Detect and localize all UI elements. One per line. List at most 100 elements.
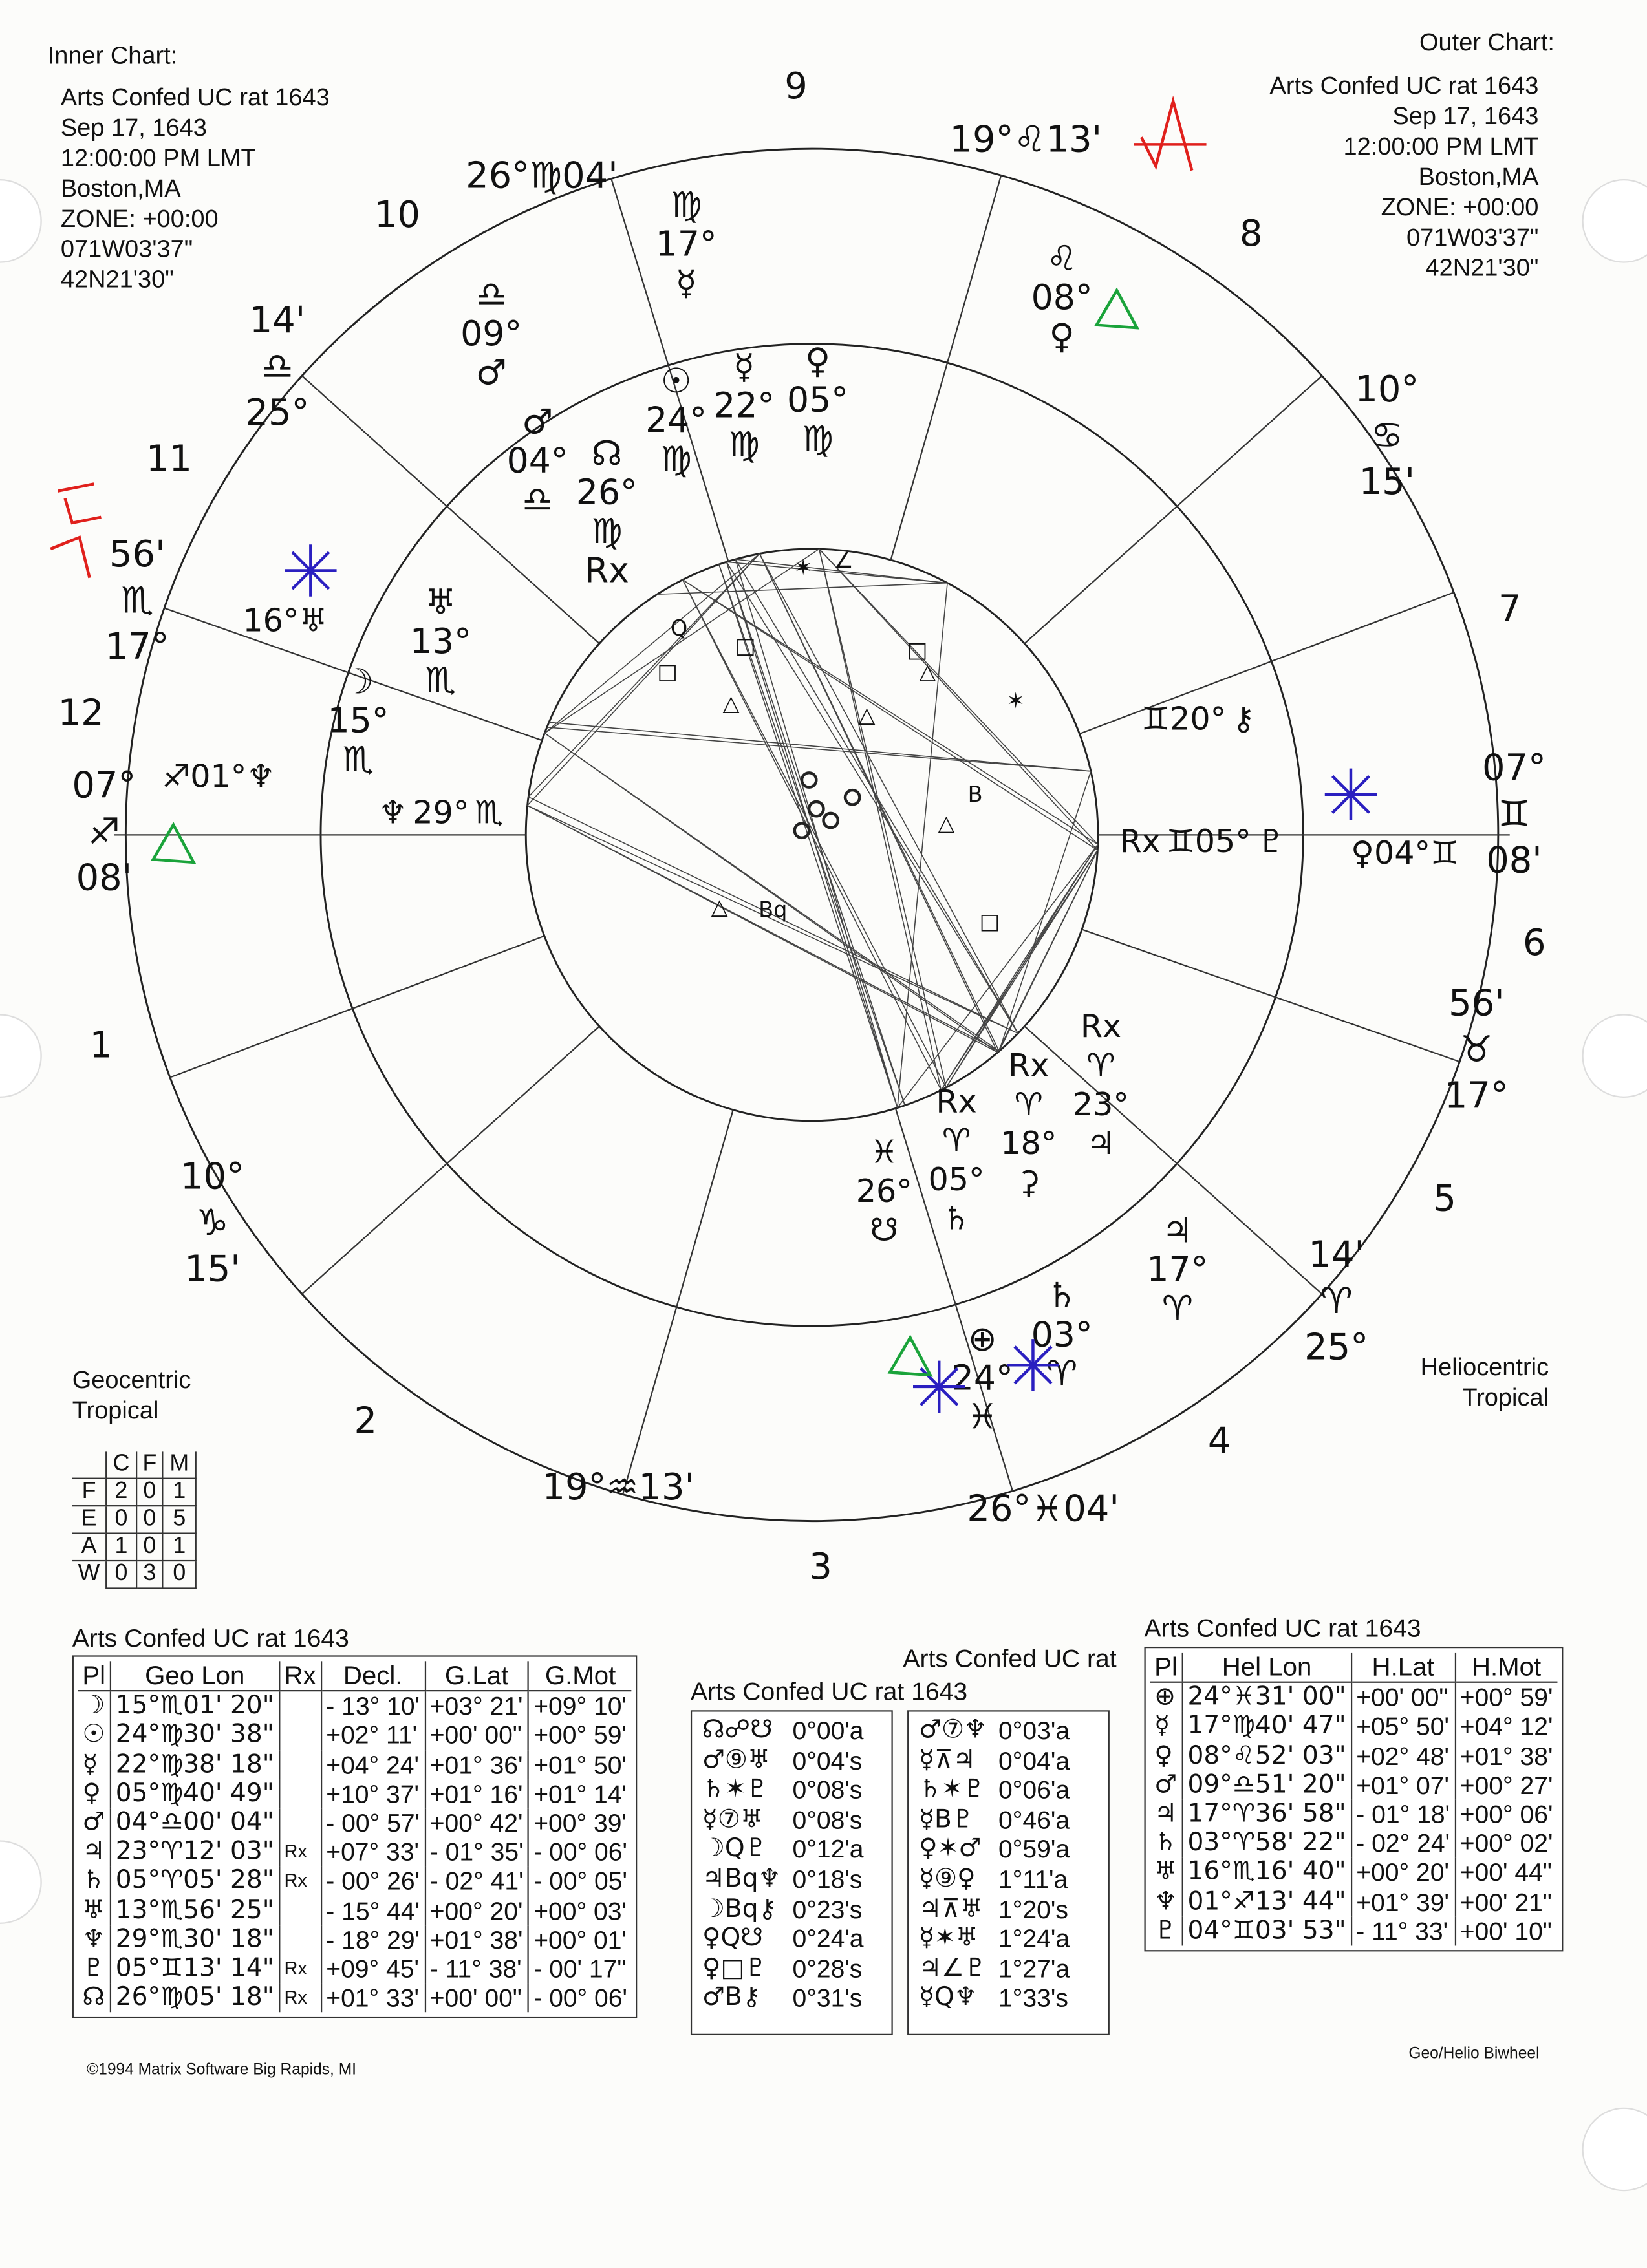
binder-hole	[1583, 2108, 1647, 2190]
cell: 1°33's	[998, 1984, 1068, 2013]
header-row: Pl Hel Lon H.Lat H.Mot	[1150, 1652, 1558, 1684]
inner-planet-label-part: ♈	[1086, 1046, 1115, 1084]
cusp-label-part: ♒	[606, 1466, 638, 1508]
cell: W	[72, 1559, 107, 1589]
cell: Pl	[1150, 1652, 1183, 1684]
inner-planet-label-part: ☋	[870, 1211, 899, 1248]
aspect-glyph: B	[968, 782, 983, 807]
cell: A	[72, 1532, 107, 1561]
cell: 0	[135, 1477, 164, 1507]
outer-planet-label-part: ♐01°	[162, 758, 246, 795]
cell: 03°♈58' 22"	[1181, 1828, 1351, 1859]
aspect-line	[819, 548, 1099, 845]
cell: 0	[135, 1505, 164, 1534]
inner-latitude: 42N21'30"	[60, 266, 174, 294]
cusp-label-part: 26°	[967, 1488, 1031, 1530]
outer-planet-label: ♄ 03° ♈	[1031, 1275, 1093, 1394]
annotation-scribble	[1134, 95, 1207, 171]
annotation-star-icon	[920, 1367, 959, 1406]
cell: ♂⑦♆	[918, 1716, 987, 1745]
cell: - 02° 24'	[1350, 1828, 1455, 1859]
cusp-label-part: 14'	[1308, 1234, 1364, 1276]
house-number: 5	[1433, 1177, 1456, 1219]
outer-chart-label: Outer Chart:	[1419, 28, 1555, 57]
house-number: 3	[809, 1546, 832, 1588]
inner-planet-label-part: Rx	[585, 550, 629, 590]
aspect-line	[735, 559, 898, 1108]
cell: +05° 50'	[1350, 1712, 1455, 1742]
aspect-row: ☽Q♇ 0°12'a	[696, 1835, 870, 1865]
cusp-label: 26°♍04'	[466, 155, 618, 197]
cell: +01° 38'	[1454, 1741, 1558, 1771]
cell: - 01° 18'	[1350, 1799, 1455, 1829]
cusp-label: 07° ♊ 08'	[1482, 747, 1546, 881]
aspect-row: ♂B⚷ 0°31's	[696, 1984, 870, 2013]
inner-planet-label-part: 24°	[645, 400, 707, 440]
outer-planet-label-part: 09°	[460, 313, 522, 354]
outer-planet-label-part: ♊	[1430, 834, 1459, 872]
annotation-star-icon	[1013, 1345, 1053, 1385]
aspect-line	[546, 727, 1091, 772]
inner-planet-label-part: ☿	[733, 346, 755, 387]
cell: 0	[162, 1559, 197, 1589]
inner-planet-label: ♀ 05° ♍	[787, 340, 848, 459]
cell: +00' 00"	[424, 1720, 529, 1750]
cell: G.Mot	[528, 1661, 632, 1692]
aspect-line	[819, 548, 942, 1091]
cusp-label: 26°♓04'	[967, 1488, 1119, 1530]
cell: 0	[105, 1505, 137, 1534]
cell: 0°03'a	[998, 1716, 1070, 1745]
inner-planet-label-part: ☽	[343, 661, 374, 701]
cell: - 00° 57'	[320, 1808, 425, 1838]
cell: ☊	[82, 1984, 105, 2013]
outer-planet-label: ♍ 17° ☿	[656, 184, 717, 303]
house-number: 1	[90, 1024, 113, 1066]
inner-planet-label-part: ♊05°	[1167, 822, 1251, 860]
outer-place: Boston,MA	[1418, 163, 1539, 191]
cusp-label-part: 25°	[245, 392, 309, 434]
cell: +00' 00"	[424, 1984, 529, 2013]
aspect-glyph: △	[711, 894, 728, 919]
cusp-label: 19°♌13'	[950, 119, 1102, 161]
cell: ♀	[1154, 1741, 1173, 1771]
inner-planet-label-part: ♏	[425, 659, 456, 700]
cell: +01° 14'	[528, 1779, 632, 1809]
cell: H.Lat	[1350, 1652, 1455, 1684]
cell: Rx	[278, 1954, 321, 1984]
table-row: ☊ 26°♍05' 18" Rx +01° 33' +00' 00" - 00° 06'	[78, 1984, 632, 2013]
annotation-star-icon	[1331, 775, 1370, 814]
cusp-label-part: ♐	[88, 811, 120, 853]
aspect-row: ♂⑨♅ 0°04's	[696, 1746, 870, 1775]
cell: 0°04's	[792, 1746, 863, 1775]
cell: - 13° 10'	[320, 1691, 425, 1721]
cell: 24°♍30' 38"	[109, 1720, 279, 1750]
cell: ♃	[1154, 1799, 1178, 1829]
header-row: Pl Geo Lon Rx Decl. G.Lat G.Mot	[78, 1661, 632, 1692]
inner-planet-label-part: ♍	[591, 511, 622, 551]
inner-planet-label: ☽ 15° ♏	[328, 661, 389, 780]
inner-planet-label-part: ⚷	[1232, 700, 1255, 737]
aspect-glyph: □	[980, 909, 1000, 934]
cell: F	[135, 1451, 164, 1479]
geo-table-title: Arts Confed UC rat 1643	[72, 1623, 349, 1653]
aspect-line	[940, 850, 1099, 1091]
cell: 04°♎00' 04"	[109, 1808, 279, 1838]
outer-planet-label-part: 24°	[952, 1357, 1013, 1398]
inner-chart-label: Inner Chart:	[47, 41, 178, 70]
cell: +00° 03'	[528, 1896, 632, 1925]
cell: ♇	[1154, 1916, 1178, 1946]
helio-table: Pl Hel Lon H.Lat H.Mot ⊕ 24°♓31' 00" +00' 00" +…	[1144, 1646, 1564, 1952]
table-row: ♄ 05°♈05' 28" Rx - 00° 26' - 02° 41' - 00° 05…	[78, 1867, 632, 1896]
cell: ♄	[82, 1867, 105, 1896]
cell: 15°♏01' 20"	[109, 1691, 279, 1721]
inner-planet-label-part: ♍	[802, 418, 834, 459]
cell: +09° 10'	[528, 1691, 632, 1721]
cusp-label: 10° ♋ 15'	[1355, 369, 1419, 503]
outer-planet-label-part: ♈	[1162, 1288, 1193, 1329]
inner-planet-label: ♅ 13° ♏	[410, 582, 471, 701]
aspect-glyph: □	[907, 637, 928, 663]
inner-planet-label: ♆ 29° ♏	[378, 793, 503, 831]
cusp-label-part: 25°	[1304, 1326, 1368, 1368]
outer-planet-label: ♎ 09° ♂	[460, 274, 522, 393]
